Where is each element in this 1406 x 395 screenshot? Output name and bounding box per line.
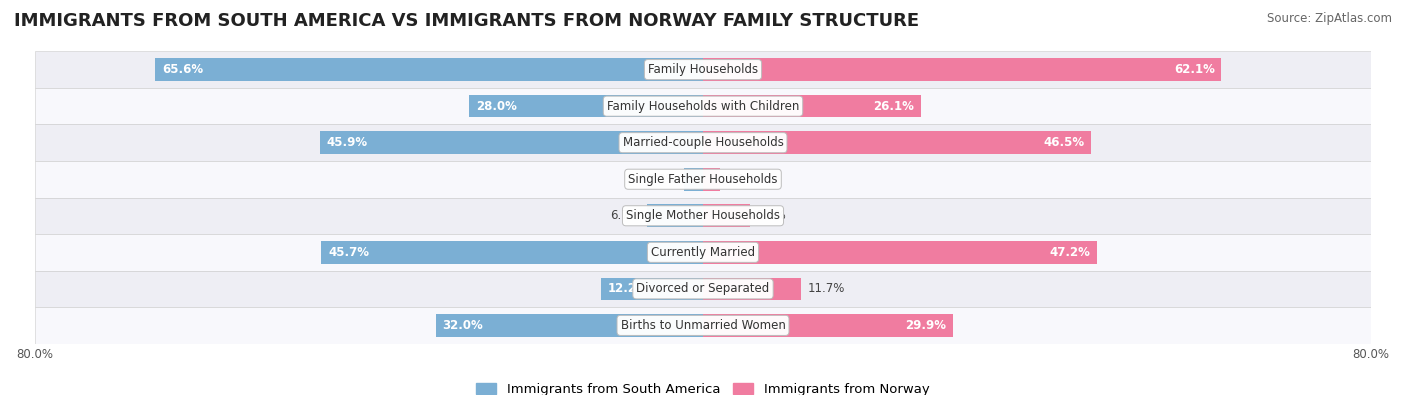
Text: 29.9%: 29.9%	[905, 319, 946, 332]
Bar	[703, 168, 720, 190]
Text: Single Mother Households: Single Mother Households	[626, 209, 780, 222]
Text: Family Households with Children: Family Households with Children	[607, 100, 799, 113]
Text: 62.1%: 62.1%	[1174, 63, 1215, 76]
Text: Single Father Households: Single Father Households	[628, 173, 778, 186]
Bar	[35, 271, 1371, 307]
Text: 46.5%: 46.5%	[1043, 136, 1084, 149]
Bar	[683, 168, 703, 190]
Text: IMMIGRANTS FROM SOUTH AMERICA VS IMMIGRANTS FROM NORWAY FAMILY STRUCTURE: IMMIGRANTS FROM SOUTH AMERICA VS IMMIGRA…	[14, 12, 920, 30]
Text: 11.7%: 11.7%	[807, 282, 845, 295]
Bar	[703, 58, 1222, 81]
Text: 45.9%: 45.9%	[326, 136, 367, 149]
Bar	[703, 205, 749, 227]
Bar	[436, 314, 703, 337]
Bar	[703, 241, 1097, 263]
Text: 45.7%: 45.7%	[328, 246, 370, 259]
Text: 32.0%: 32.0%	[443, 319, 484, 332]
Text: 6.7%: 6.7%	[610, 209, 640, 222]
Bar	[322, 241, 703, 263]
Text: Currently Married: Currently Married	[651, 246, 755, 259]
Bar	[35, 124, 1371, 161]
Text: Divorced or Separated: Divorced or Separated	[637, 282, 769, 295]
Bar	[703, 314, 953, 337]
Bar	[35, 88, 1371, 124]
Text: Source: ZipAtlas.com: Source: ZipAtlas.com	[1267, 12, 1392, 25]
Bar	[35, 161, 1371, 198]
Text: 47.2%: 47.2%	[1049, 246, 1091, 259]
Text: 26.1%: 26.1%	[873, 100, 914, 113]
Bar	[35, 198, 1371, 234]
Bar	[470, 95, 703, 117]
Text: 12.2%: 12.2%	[607, 282, 648, 295]
Text: 2.0%: 2.0%	[727, 173, 756, 186]
Text: Family Households: Family Households	[648, 63, 758, 76]
Bar	[602, 278, 703, 300]
Bar	[35, 234, 1371, 271]
Bar	[647, 205, 703, 227]
Bar	[703, 278, 800, 300]
Bar	[703, 95, 921, 117]
Bar	[319, 132, 703, 154]
Legend: Immigrants from South America, Immigrants from Norway: Immigrants from South America, Immigrant…	[471, 377, 935, 395]
Bar	[35, 51, 1371, 88]
Text: 2.3%: 2.3%	[647, 173, 678, 186]
Bar	[35, 307, 1371, 344]
Bar	[155, 58, 703, 81]
Text: Married-couple Households: Married-couple Households	[623, 136, 783, 149]
Text: 65.6%: 65.6%	[162, 63, 202, 76]
Text: 5.6%: 5.6%	[756, 209, 786, 222]
Text: Births to Unmarried Women: Births to Unmarried Women	[620, 319, 786, 332]
Text: 28.0%: 28.0%	[475, 100, 517, 113]
Bar	[703, 132, 1091, 154]
